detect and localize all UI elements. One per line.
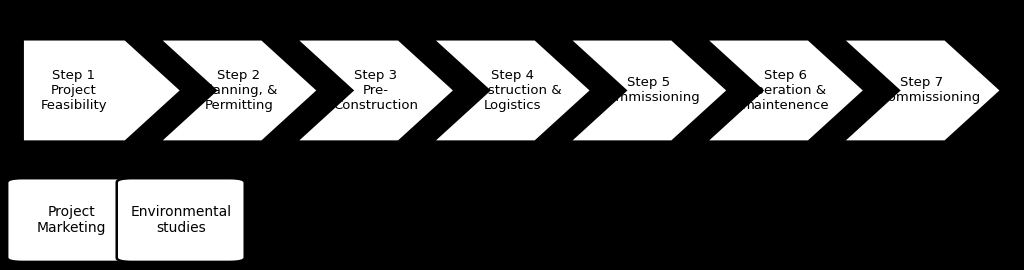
FancyBboxPatch shape bbox=[117, 178, 245, 262]
Polygon shape bbox=[569, 39, 728, 142]
FancyBboxPatch shape bbox=[7, 178, 135, 262]
Polygon shape bbox=[706, 39, 865, 142]
Polygon shape bbox=[23, 39, 181, 142]
Text: Project
Marketing: Project Marketing bbox=[37, 205, 105, 235]
Text: Environmental
studies: Environmental studies bbox=[130, 205, 231, 235]
Polygon shape bbox=[159, 39, 318, 142]
Text: Step 4
Construction &
Logistics: Step 4 Construction & Logistics bbox=[462, 69, 562, 112]
Text: Step 6
Operation &
maintenence: Step 6 Operation & maintenence bbox=[741, 69, 829, 112]
Polygon shape bbox=[432, 39, 592, 142]
Text: Step 3
Pre-
Construction: Step 3 Pre- Construction bbox=[333, 69, 418, 112]
Text: Step 7
Decommissioning: Step 7 Decommissioning bbox=[863, 76, 981, 104]
Text: Step 2
Planning, &
Permitting: Step 2 Planning, & Permitting bbox=[201, 69, 276, 112]
Polygon shape bbox=[296, 39, 455, 142]
Text: Step 5
Commissioning: Step 5 Commissioning bbox=[598, 76, 699, 104]
Text: Step 1
Project
Feasibility: Step 1 Project Feasibility bbox=[41, 69, 108, 112]
Polygon shape bbox=[843, 39, 1001, 142]
